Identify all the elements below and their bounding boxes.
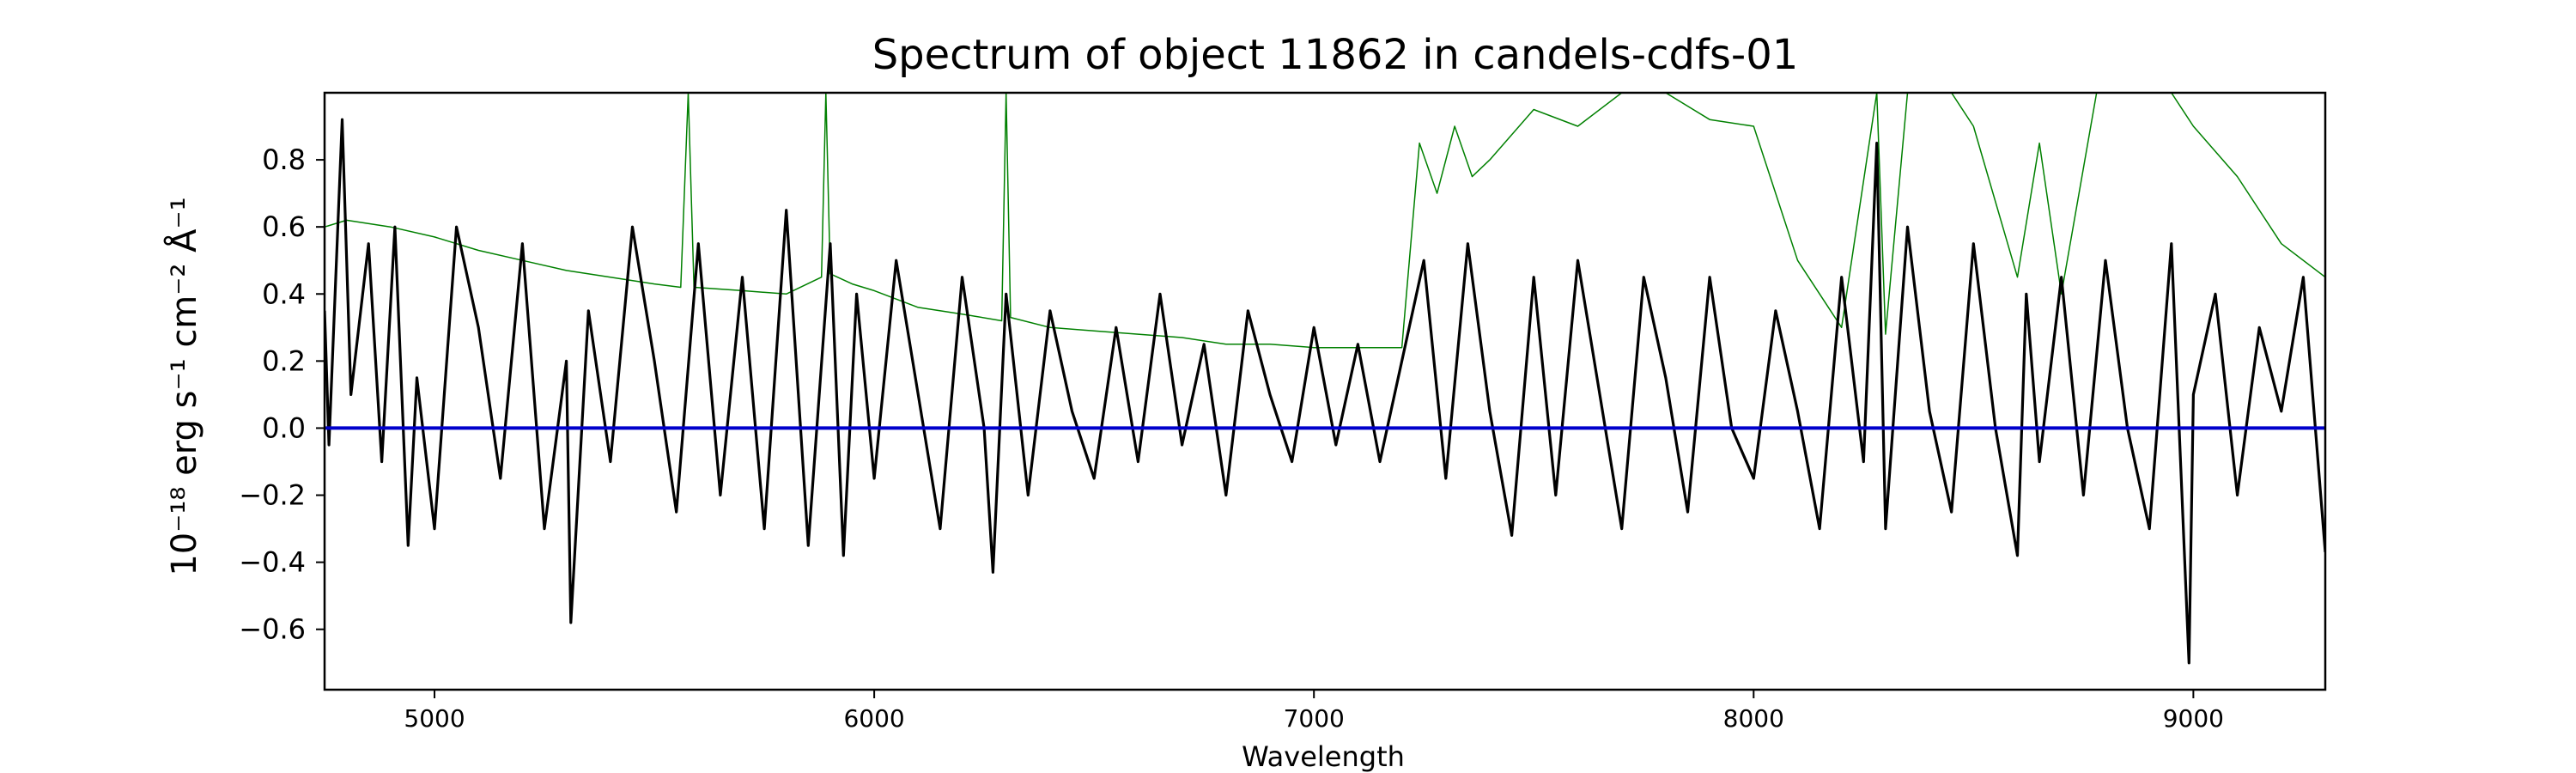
x-tick-label: 6000 [843,704,904,733]
x-tick-label: 9000 [2163,704,2224,733]
series-line-2 [325,118,2325,665]
y-axis-label: 10⁻¹⁸ erg s⁻¹ cm⁻² Å⁻¹ [163,197,204,575]
y-tick-label: 0.2 [262,344,306,377]
y-tick-label: 0.6 [262,210,306,243]
x-tick-label: 7000 [1284,704,1345,733]
plot-frame [323,91,2327,691]
x-axis-label: Wavelength [1242,740,1405,773]
y-tick-label: −0.4 [239,546,306,579]
y-tick-label: 0.4 [262,277,306,310]
y-tick-label: −0.6 [239,613,306,646]
y-tick-label: 0.0 [262,411,306,444]
y-axis: −0.6 −0.4 −0.2 0.0 0.2 0.4 0.6 0.8 [239,143,325,646]
x-tick-label: 8000 [1723,704,1784,733]
x-tick-label: 5000 [404,704,465,733]
y-tick-label: −0.2 [239,479,306,512]
series-layer [325,93,2325,665]
x-axis: 5000 6000 7000 8000 9000 [404,690,2224,733]
y-tick-label: 0.8 [262,143,306,176]
chart-title: Spectrum of object 11862 in candels-cdfs… [872,31,1799,79]
series-line-1 [325,93,2325,349]
